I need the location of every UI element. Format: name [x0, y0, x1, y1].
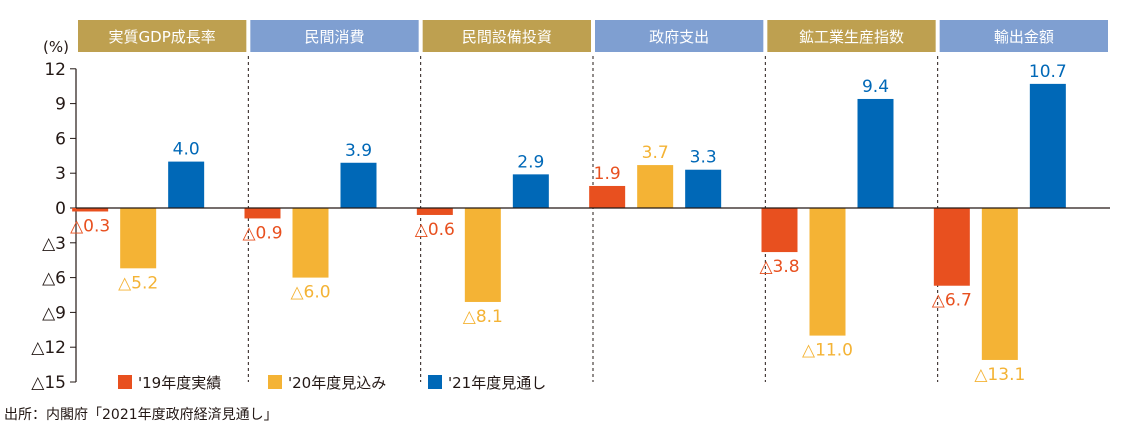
- y-tick-label: 3: [55, 164, 66, 184]
- legend: '19年度実績 '20年度見込み '21年度見通し: [118, 374, 546, 392]
- bar: [512, 174, 549, 208]
- bars: [72, 83, 1066, 360]
- bar: [168, 161, 205, 208]
- bar: [292, 208, 329, 278]
- legend-label: '21年度見通し: [448, 374, 546, 392]
- y-tick-label: △6: [42, 269, 66, 289]
- data-label: 10.7: [1029, 62, 1067, 82]
- category-header-label: 民間消費: [304, 28, 364, 46]
- y-tick-label: △15: [31, 373, 66, 393]
- data-label: 2.9: [517, 152, 544, 172]
- y-axis-unit: (%): [43, 38, 69, 56]
- y-tick-label: 0: [55, 199, 66, 219]
- bar: [340, 162, 377, 208]
- legend-label: '19年度実績: [138, 374, 221, 392]
- bar: [244, 208, 281, 219]
- data-label: 9.4: [862, 77, 889, 97]
- bar: [933, 208, 970, 286]
- bar: [1029, 83, 1066, 208]
- bar: [637, 165, 674, 208]
- y-tick-label: 12: [44, 60, 66, 80]
- y-tick-label: 9: [55, 95, 66, 115]
- category-header: [250, 20, 419, 52]
- bar: [72, 208, 109, 212]
- category-header-label: 輸出金額: [994, 28, 1054, 46]
- bar: [416, 208, 453, 215]
- category-header: [422, 20, 591, 52]
- y-tick-label: △9: [42, 303, 66, 323]
- data-label: 4.0: [173, 140, 200, 160]
- data-label: △11.0: [802, 341, 853, 361]
- y-tick-label: △3: [42, 234, 66, 254]
- data-label: △6.0: [290, 283, 330, 303]
- y-tick-label: 6: [55, 129, 66, 149]
- data-label: 3.9: [345, 141, 372, 161]
- data-labels: △0.3 △0.9 △0.6 1.9 △3.8 △6.7 △5.2 △6.0 △8.1 3.7 △1…: [70, 62, 1067, 385]
- data-label: △5.2: [118, 273, 158, 293]
- category-header: [78, 20, 247, 52]
- bar: [589, 185, 626, 208]
- category-header: [595, 20, 764, 52]
- category-header-label: 実質GDP成長率: [109, 28, 216, 46]
- bar: [464, 208, 501, 302]
- data-label: △3.8: [759, 257, 799, 277]
- y-tick-label: △12: [31, 338, 66, 358]
- bar: [857, 98, 894, 208]
- category-header-label: 鉱工業生産指数: [799, 28, 904, 46]
- y-axis: (%) 12 9 6 3 0 △3 △6 △9 △12 △15: [31, 38, 77, 393]
- data-label: 3.7: [642, 143, 669, 163]
- source-note: 出所：内閣府「2021年度政府経済見通し」: [4, 407, 278, 423]
- data-label: △0.3: [70, 216, 110, 236]
- category-header: [939, 20, 1108, 52]
- category-headers: 実質GDP成長率 民間消費 民間設備投資 政府支出 鉱工業生産指数 輸出金額: [78, 20, 1108, 52]
- bar: [685, 169, 722, 208]
- bar: [809, 208, 846, 336]
- legend-swatch: [118, 375, 132, 389]
- data-label: △13.1: [974, 365, 1025, 385]
- data-label: 1.9: [594, 164, 621, 184]
- data-label: △6.7: [932, 291, 972, 311]
- data-label: △8.1: [463, 307, 503, 327]
- data-label: 3.3: [690, 148, 717, 168]
- category-header: [767, 20, 936, 52]
- legend-swatch: [268, 375, 282, 389]
- category-header-label: 政府支出: [649, 28, 709, 46]
- bar: [981, 208, 1018, 360]
- legend-label: '20年度見込み: [288, 374, 386, 392]
- bar: [761, 208, 798, 253]
- category-header-label: 民間設備投資: [462, 28, 552, 46]
- legend-swatch: [428, 375, 442, 389]
- data-label: △0.9: [242, 223, 282, 243]
- data-label: △0.6: [415, 220, 455, 240]
- bar: [120, 208, 157, 269]
